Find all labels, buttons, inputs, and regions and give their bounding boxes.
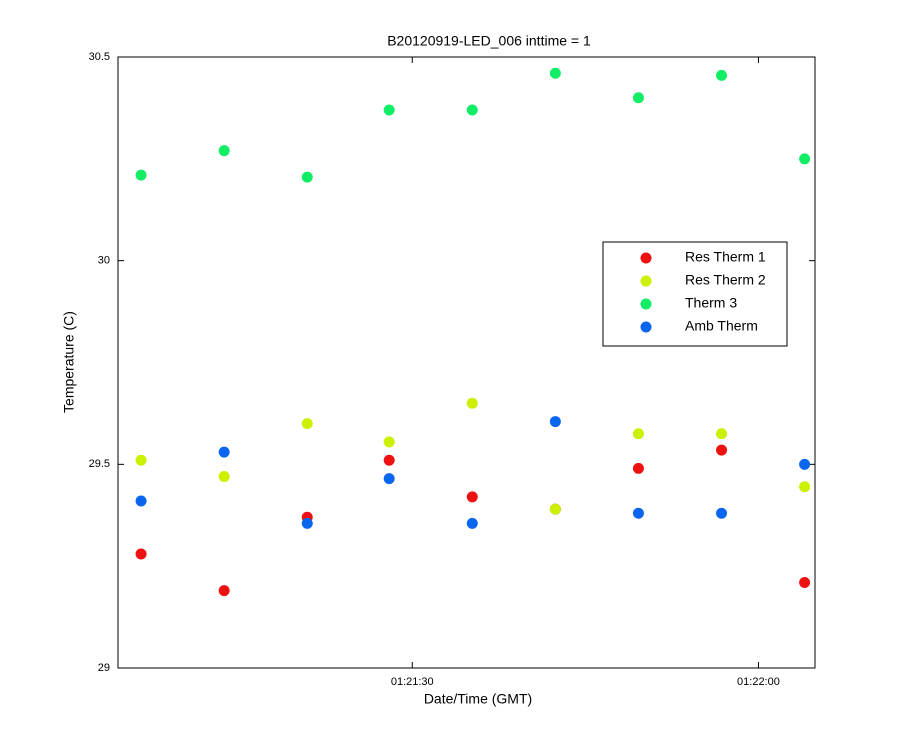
legend-label: Res Therm 1 — [685, 249, 766, 265]
point — [135, 454, 147, 466]
point — [135, 169, 147, 181]
point — [716, 444, 728, 456]
point — [218, 446, 230, 458]
x-axis-label: Date/Time (GMT) — [424, 691, 532, 707]
point — [799, 458, 811, 470]
point — [632, 507, 644, 519]
point — [135, 495, 147, 507]
legend-label: Res Therm 2 — [685, 272, 766, 288]
y-axis-label: Temperature (C) — [61, 311, 77, 413]
point — [383, 473, 395, 485]
point — [301, 418, 313, 430]
point — [218, 145, 230, 157]
y-tick-label: 30.5 — [89, 51, 110, 63]
legend-box — [602, 241, 788, 347]
legend-label: Therm 3 — [685, 295, 737, 311]
point — [301, 517, 313, 529]
chart-title: B20120919-LED_006 inttime = 1 — [387, 33, 591, 49]
point — [383, 454, 395, 466]
plot-area — [117, 56, 816, 669]
point — [549, 503, 561, 515]
point — [549, 416, 561, 428]
y-tick-label: 30 — [98, 255, 110, 267]
legend-label: Amb Therm — [685, 318, 758, 334]
point — [466, 104, 478, 116]
point — [466, 491, 478, 503]
point — [218, 471, 230, 483]
point — [716, 428, 728, 440]
y-tick-label: 29 — [98, 662, 110, 674]
point — [716, 69, 728, 81]
legend-marker — [640, 275, 652, 287]
legend-marker — [640, 321, 652, 333]
point — [218, 585, 230, 597]
x-tick-label: 01:22:00 — [737, 676, 780, 688]
point — [383, 104, 395, 116]
y-tick-label: 29.5 — [89, 458, 110, 470]
point — [799, 576, 811, 588]
x-tick-label: 01:21:30 — [391, 676, 434, 688]
point — [466, 517, 478, 529]
point — [632, 462, 644, 474]
point — [716, 507, 728, 519]
point — [632, 428, 644, 440]
point — [632, 92, 644, 104]
point — [549, 67, 561, 79]
point — [135, 548, 147, 560]
point — [301, 171, 313, 183]
point — [466, 397, 478, 409]
point — [799, 153, 811, 165]
legend-marker — [640, 252, 652, 264]
point — [383, 436, 395, 448]
legend-marker — [640, 298, 652, 310]
point — [799, 481, 811, 493]
